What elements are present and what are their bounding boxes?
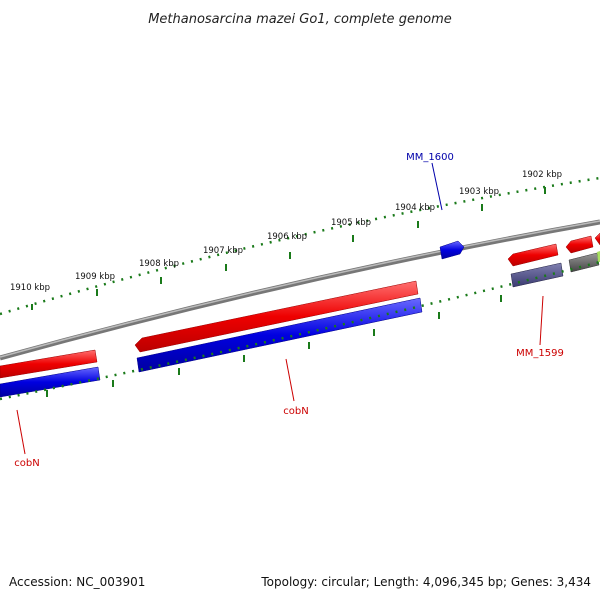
topology-text: Topology: circular; Length: 4,096,345 bp… — [260, 575, 591, 589]
genome-backbone-highlight — [0, 220, 600, 358]
tick-label-1903: 1903 kbp — [459, 187, 499, 197]
gene-mm1600[interactable] — [439, 240, 465, 260]
genome-backbone — [0, 219, 600, 361]
outer-ruler — [0, 176, 600, 316]
gene-mm1599-reverse[interactable] — [510, 262, 564, 288]
tick-label-1910: 1910 kbp — [10, 283, 50, 293]
tick-label-1906: 1906 kbp — [267, 232, 307, 242]
gene-cobn-forward[interactable] — [134, 280, 419, 353]
gene-cobn-reverse[interactable] — [136, 297, 423, 373]
inner-ruler — [0, 260, 600, 401]
gene-reverse-edge-green[interactable] — [597, 251, 600, 262]
cobn-center-label: cobN — [283, 406, 308, 417]
cobn-center-leader — [285, 358, 295, 402]
tick-label-1907: 1907 kbp — [203, 246, 243, 256]
inner-ruler-major-ticks — [46, 295, 502, 397]
tick-label-1904: 1904 kbp — [395, 203, 435, 213]
mm1600-leader — [431, 162, 443, 211]
gene-forward-right-2[interactable] — [594, 232, 600, 246]
mm1600-label: MM_1600 — [406, 152, 454, 163]
tick-label-1902: 1902 kbp — [522, 170, 562, 180]
tick-label-1905: 1905 kbp — [331, 218, 371, 228]
cobn-left-leader — [16, 409, 26, 455]
cobn-left-label: cobN — [14, 458, 39, 469]
gene-cobn-left-forward[interactable] — [0, 349, 98, 379]
gene-mm1599-forward[interactable] — [507, 243, 559, 267]
accession-text: Accession: NC_003901 — [9, 575, 145, 589]
mm1599-leader — [539, 295, 544, 346]
tick-label-1909: 1909 kbp — [75, 272, 115, 282]
mm1599-label: MM_1599 — [516, 348, 564, 359]
map-title: Methanosarcina mazei Go1, complete genom… — [148, 12, 452, 27]
gene-cobn-left-reverse[interactable] — [0, 366, 101, 398]
tick-label-1908: 1908 kbp — [139, 259, 179, 269]
gene-reverse-right[interactable] — [568, 252, 600, 273]
outer-ruler-major-ticks — [31, 187, 546, 310]
gene-forward-right-1[interactable] — [565, 235, 594, 254]
